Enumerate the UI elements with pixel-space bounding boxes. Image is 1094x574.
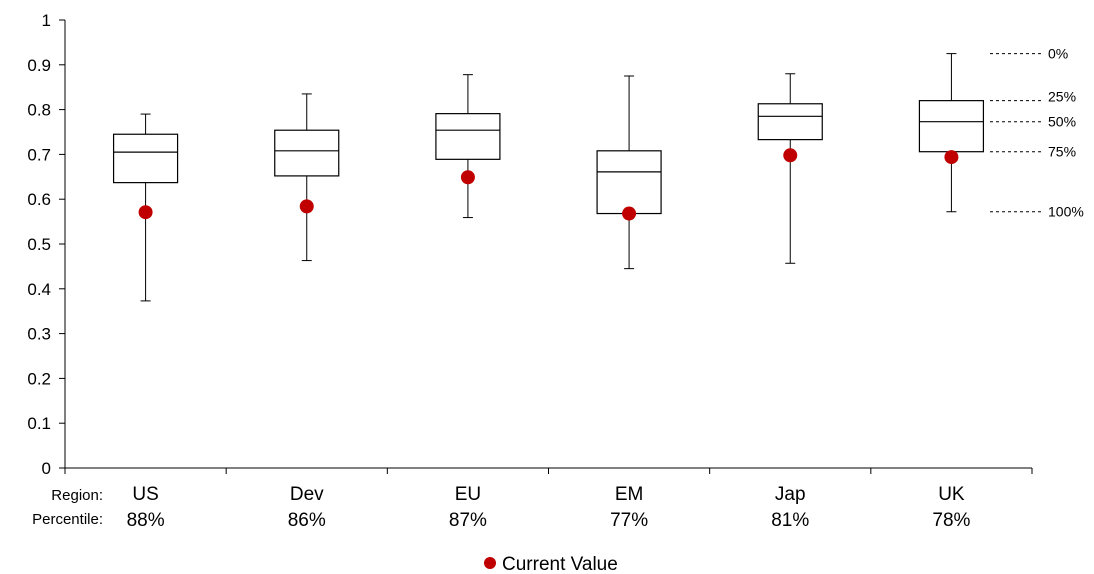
percentile-label: 87% bbox=[449, 510, 487, 531]
y-tick-label: 0.6 bbox=[27, 190, 51, 209]
y-tick-label: 0 bbox=[42, 459, 51, 478]
region-label: Dev bbox=[290, 484, 324, 505]
y-tick-label: 0.5 bbox=[27, 235, 51, 254]
current-value-marker bbox=[299, 199, 314, 214]
current-value-marker bbox=[622, 206, 637, 221]
region-label: US bbox=[132, 484, 158, 505]
percentile-label: 81% bbox=[771, 510, 809, 531]
current-value-marker bbox=[783, 148, 798, 163]
percentile-row-label: Percentile: bbox=[32, 511, 103, 528]
percentile-label: 86% bbox=[288, 510, 326, 531]
y-tick-label: 0.7 bbox=[27, 145, 51, 164]
percentile-key-label: 0% bbox=[1048, 46, 1068, 62]
y-tick-label: 0.9 bbox=[27, 56, 51, 75]
legend-label: Current Value bbox=[502, 554, 618, 574]
region-label: UK bbox=[938, 484, 965, 505]
legend-marker bbox=[484, 557, 496, 569]
percentile-key-label: 100% bbox=[1048, 204, 1084, 220]
region-label: EM bbox=[615, 484, 644, 505]
y-tick-label: 0.2 bbox=[27, 369, 51, 388]
box-iqr bbox=[435, 113, 501, 160]
region-label: EU bbox=[455, 484, 481, 505]
box-iqr bbox=[757, 103, 823, 141]
y-tick-label: 1 bbox=[42, 11, 51, 30]
percentile-label: 88% bbox=[127, 510, 165, 531]
current-value-marker bbox=[460, 170, 475, 185]
box-iqr bbox=[596, 150, 662, 215]
percentile-label: 77% bbox=[610, 510, 648, 531]
percentile-key-label: 50% bbox=[1048, 114, 1076, 130]
y-tick-label: 0.3 bbox=[27, 325, 51, 344]
percentile-key-label: 75% bbox=[1048, 144, 1076, 160]
region-label: Jap bbox=[775, 484, 806, 505]
percentile-key-label: 25% bbox=[1048, 89, 1076, 105]
region-row-label: Region: bbox=[51, 487, 103, 504]
current-value-marker bbox=[944, 150, 959, 165]
box-iqr bbox=[112, 133, 179, 184]
y-tick-label: 0.1 bbox=[27, 414, 51, 433]
y-tick-label: 0.8 bbox=[27, 101, 51, 120]
percentile-label: 78% bbox=[932, 510, 970, 531]
box-iqr bbox=[918, 100, 985, 153]
y-tick-label: 0.4 bbox=[27, 280, 51, 299]
current-value-marker bbox=[138, 205, 153, 220]
box-iqr bbox=[274, 129, 340, 177]
